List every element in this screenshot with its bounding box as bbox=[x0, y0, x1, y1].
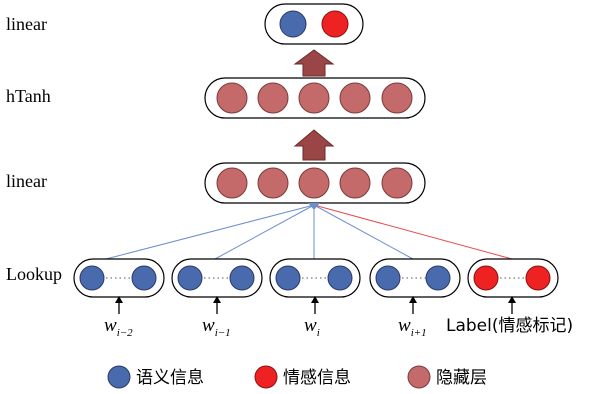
connection-lines bbox=[105, 204, 513, 260]
legend-hidden-label: 隐藏层 bbox=[436, 368, 487, 388]
input-arrowhead bbox=[311, 296, 319, 303]
input-arrowhead bbox=[409, 296, 417, 303]
legend-emotion-label: 情感信息 bbox=[283, 368, 351, 388]
lookup-layer-label: Lookup bbox=[6, 264, 62, 284]
input-label-emotion: Label(情感标记) bbox=[446, 316, 573, 336]
output-layer bbox=[264, 3, 364, 45]
hidden-node bbox=[257, 167, 289, 199]
connection-line bbox=[214, 204, 315, 260]
hidden-node bbox=[298, 82, 330, 114]
hidden-node bbox=[216, 82, 248, 114]
up-arrow bbox=[293, 49, 335, 77]
emotion-node bbox=[321, 10, 349, 38]
input-arrows bbox=[115, 296, 516, 314]
semantic-node bbox=[177, 265, 203, 291]
semantic-node bbox=[327, 265, 353, 291]
hidden-node bbox=[381, 167, 413, 199]
convergence-arrowhead bbox=[308, 203, 320, 210]
input-arrowhead bbox=[213, 296, 221, 303]
legend-hidden-swatch bbox=[407, 365, 431, 389]
lookup-group-w-i-minus-1 bbox=[171, 258, 263, 298]
legend-emotion-swatch bbox=[254, 365, 278, 389]
semantic-node bbox=[275, 265, 301, 291]
legend-semantic-label: 语义信息 bbox=[136, 368, 204, 388]
semantic-node bbox=[79, 265, 105, 291]
input-arrowhead bbox=[508, 296, 516, 303]
hidden-node bbox=[257, 82, 289, 114]
input-label-w-i: wi bbox=[304, 315, 320, 339]
lookup-group-w-i-plus-1 bbox=[369, 258, 461, 298]
connection-line bbox=[313, 204, 414, 260]
lookup-group-w-i-minus-2 bbox=[73, 258, 165, 298]
lookup-group-label bbox=[467, 258, 559, 298]
hidden-node bbox=[381, 82, 413, 114]
emotion-node bbox=[473, 265, 499, 291]
connection-line bbox=[105, 204, 315, 260]
semantic-node bbox=[229, 265, 255, 291]
hidden-node bbox=[339, 167, 371, 199]
output-layer-label: linear bbox=[6, 14, 47, 34]
emotion-node bbox=[525, 265, 551, 291]
up-arrow bbox=[293, 129, 335, 161]
linear-layer-label: linear bbox=[6, 171, 47, 191]
htanh-layer-label: hTanh bbox=[6, 86, 51, 106]
hidden-node bbox=[298, 167, 330, 199]
legend: 语义信息 情感信息 隐藏层 bbox=[107, 365, 487, 389]
semantic-node bbox=[375, 265, 401, 291]
semantic-node bbox=[425, 265, 451, 291]
input-arrowhead bbox=[115, 296, 123, 303]
hidden-node bbox=[339, 82, 371, 114]
hidden-node bbox=[216, 167, 248, 199]
input-label-w-i-plus-1: wi+1 bbox=[398, 315, 427, 339]
linear-layer bbox=[204, 162, 426, 204]
lookup-group-w-i bbox=[269, 258, 361, 298]
connection-line-red bbox=[313, 204, 513, 260]
input-label-w-i-minus-2: wi−2 bbox=[104, 315, 133, 339]
semantic-node bbox=[279, 10, 307, 38]
legend-semantic-swatch bbox=[107, 365, 131, 389]
input-label-w-i-minus-1: wi−1 bbox=[202, 315, 231, 339]
htanh-layer bbox=[204, 77, 426, 119]
semantic-node bbox=[131, 265, 157, 291]
